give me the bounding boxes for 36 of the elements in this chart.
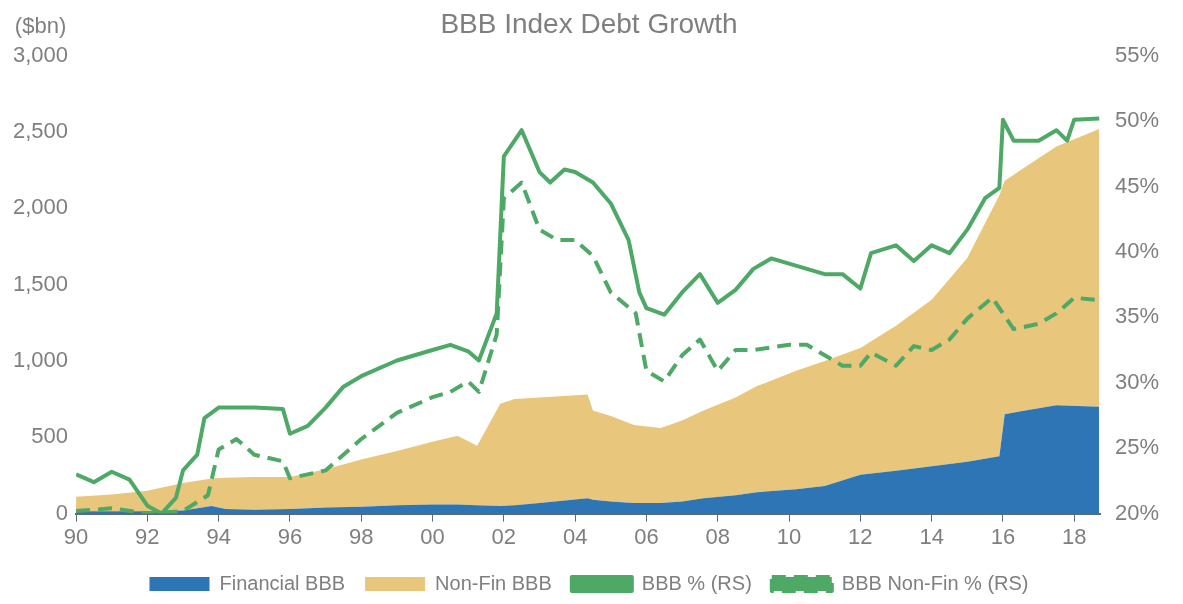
x-tick-label: 94 (206, 523, 231, 549)
y-tick-label: 0 (55, 499, 69, 525)
x-tick-label: 06 (634, 523, 659, 549)
y2-tick-label: 40% (1114, 237, 1160, 263)
x-tick-label: 96 (277, 523, 303, 549)
y2-tick-label: 30% (1114, 368, 1160, 394)
x-tick-label: 90 (63, 523, 89, 549)
x-tick-label: 98 (349, 523, 374, 549)
y-tick-label: 500 (31, 423, 69, 449)
legend-label: BBB % (RS) (641, 571, 752, 594)
x-tick-label: 02 (491, 523, 517, 549)
y2-tick-label: 25% (1114, 434, 1160, 460)
y-tick-label: 2,000 (12, 194, 69, 220)
legend-label: Non-Fin BBB (435, 571, 552, 594)
x-tick-label: 18 (1061, 523, 1087, 549)
y-axis-title: ($bn) (14, 12, 67, 38)
y-tick-label: 2,500 (12, 118, 69, 143)
x-tick-label: 04 (562, 523, 588, 549)
y2-tick-label: 45% (1114, 172, 1160, 198)
x-tick-label: 10 (776, 523, 802, 549)
y2-tick-label: 55% (1114, 41, 1160, 67)
y2-tick-label: 50% (1114, 107, 1160, 133)
x-tick-label: 00 (420, 523, 445, 549)
x-tick-label: 08 (705, 523, 730, 549)
y-tick-label: 3,000 (12, 41, 69, 67)
x-tick-label: 16 (990, 523, 1016, 549)
x-tick-label: 14 (919, 523, 944, 549)
legend-label: BBB Non-Fin % (RS) (841, 571, 1029, 594)
x-tick-label: 12 (848, 523, 873, 549)
y2-tick-label: 20% (1114, 499, 1160, 525)
x-tick-label: 92 (135, 523, 160, 549)
y-tick-label: 1,000 (12, 347, 69, 372)
legend-label: Financial BBB (219, 571, 346, 594)
y-tick-label: 1,500 (12, 270, 69, 296)
chart-title: BBB Index Debt Growth (440, 7, 738, 39)
y2-tick-label: 35% (1114, 303, 1160, 329)
